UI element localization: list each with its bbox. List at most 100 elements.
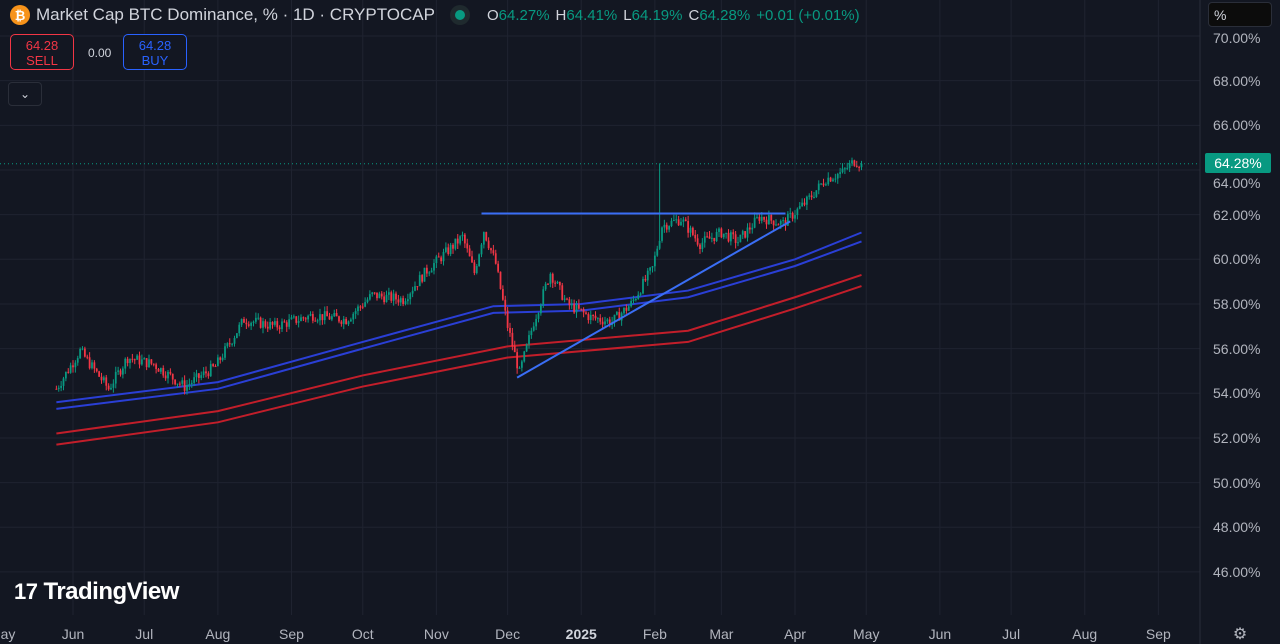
candle-body — [62, 378, 65, 386]
y-tick-label: 64.00% — [1213, 175, 1261, 191]
candle-body — [304, 318, 307, 320]
tradingview-logo[interactable]: 17 TradingView — [14, 578, 179, 606]
candle-body — [259, 317, 262, 328]
candle-body — [421, 275, 424, 282]
candle-body — [399, 298, 402, 303]
candle-body — [183, 380, 186, 391]
candle-body — [435, 256, 438, 264]
x-tick-label: Feb — [642, 626, 667, 642]
candle-body — [433, 263, 435, 271]
candle-body — [744, 231, 747, 238]
candle-body — [656, 248, 659, 256]
scale-mode-input[interactable]: % — [1208, 2, 1272, 27]
x-tick-label: Jul — [1002, 626, 1021, 642]
candle-body — [354, 311, 357, 314]
candle-body — [174, 379, 177, 385]
candle-body — [361, 306, 364, 308]
candle-body — [321, 314, 324, 321]
collapse-button[interactable]: ⌄ — [8, 82, 42, 106]
candle-body — [644, 278, 647, 281]
candle-body — [651, 266, 654, 268]
candle-body — [509, 327, 511, 333]
candle-body — [57, 387, 60, 389]
candle-body — [295, 316, 298, 323]
candle-body — [471, 256, 473, 263]
candle-body — [618, 312, 621, 321]
buy-button[interactable]: 64.28 BUY — [123, 34, 187, 70]
candle-body — [157, 368, 160, 372]
candle-body — [594, 315, 597, 319]
candle-body — [475, 266, 478, 274]
candle-body — [328, 316, 331, 320]
candle-body — [314, 320, 317, 322]
candle-body — [456, 238, 459, 244]
candle-body — [463, 234, 466, 244]
ohlc-high: H64.41% — [556, 7, 618, 24]
candle-body — [798, 206, 801, 209]
symbol-title[interactable]: Market Cap BTC Dominance, % · 1D · CRYPT… — [36, 5, 435, 24]
candle-body — [587, 313, 590, 321]
candle-body — [281, 321, 283, 330]
candle-body — [765, 219, 768, 225]
candle-body — [710, 237, 713, 239]
candle-body — [136, 355, 139, 360]
sell-price: 64.28 — [25, 38, 59, 53]
x-tick-label: Oct — [351, 626, 374, 642]
x-tick-label: Mar — [709, 626, 734, 642]
ohlc-close-value: 64.28% — [699, 6, 751, 24]
candle-body — [219, 357, 222, 360]
candle-body — [694, 234, 697, 239]
y-tick-label: 48.00% — [1213, 519, 1261, 536]
candle-body — [385, 294, 388, 303]
candle-body — [846, 168, 849, 170]
candle-body — [687, 221, 690, 233]
gear-icon[interactable]: ⚙ — [1232, 626, 1248, 643]
candle-body — [276, 321, 279, 328]
candle-body — [440, 257, 443, 262]
candle-body — [368, 294, 371, 300]
candle-body — [566, 298, 568, 300]
candle-body — [706, 236, 709, 238]
candle-body — [511, 332, 514, 347]
candle-body — [69, 365, 72, 373]
candle-body — [352, 313, 355, 320]
candle-body — [513, 346, 516, 353]
x-tick-label: May — [853, 626, 880, 642]
candle-body — [330, 316, 333, 320]
candle-body — [72, 365, 74, 368]
candle-body — [696, 238, 699, 245]
candle-body — [86, 356, 89, 358]
candle-body — [810, 195, 813, 198]
sell-button[interactable]: 64.28 SELL — [10, 34, 74, 70]
candle-body — [228, 343, 231, 345]
candle-body — [444, 247, 447, 252]
candle-body — [200, 375, 203, 378]
candle-body — [596, 318, 599, 320]
candle-body — [449, 244, 452, 254]
candle-body — [661, 227, 663, 241]
candle-body — [335, 312, 338, 317]
candle-body — [235, 333, 238, 339]
candle-body — [682, 219, 685, 222]
candle-body — [589, 315, 592, 321]
symbol-header: ₿ Market Cap BTC Dominance, % · 1D · CRY… — [10, 5, 860, 25]
candle-body — [186, 385, 188, 391]
candle-body — [404, 301, 407, 305]
candle-body — [530, 330, 533, 336]
candle-body — [604, 321, 606, 325]
candle-body — [126, 358, 129, 364]
candle-body — [278, 327, 281, 330]
x-tick-label: Dec — [495, 626, 521, 642]
candle-body — [273, 321, 276, 325]
candle-body — [145, 358, 148, 368]
candle-body — [482, 232, 485, 245]
candle-body — [202, 371, 205, 376]
candle-body — [64, 371, 67, 379]
candle-body — [506, 310, 509, 328]
candle-body — [461, 234, 464, 237]
candle-body — [839, 172, 842, 174]
candle-body — [568, 299, 571, 306]
candle-body — [176, 383, 179, 385]
candle-body — [573, 303, 576, 313]
